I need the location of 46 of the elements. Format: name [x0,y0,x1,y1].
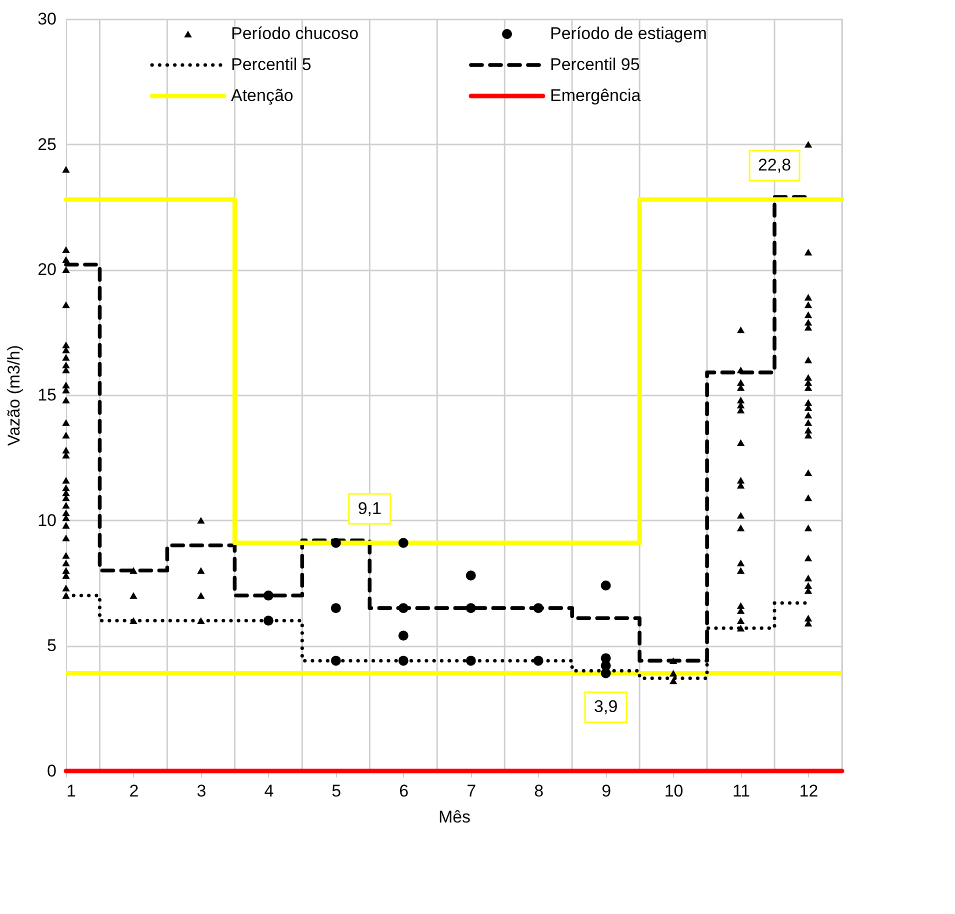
x-tick-label: 2 [129,782,139,800]
y-tick-label: 30 [38,10,56,28]
point [263,616,274,626]
point [466,603,476,614]
point [466,656,476,666]
x-tick-label: 1 [66,782,76,800]
point [398,603,408,614]
x-tick-label: 11 [732,782,750,800]
point [398,630,408,641]
point [330,656,341,666]
y-tick-label: 15 [38,386,56,404]
point [533,656,544,666]
x-tick-label: 7 [466,782,476,800]
annotation: 22,8 [758,155,792,174]
point [600,580,611,590]
legend-label: Atenção [231,86,294,105]
point [466,570,476,580]
y-tick-label: 10 [38,510,56,530]
y-tick-label: 25 [38,134,56,154]
y-tick-label: 5 [47,636,56,656]
y-tick-label: 20 [38,260,56,280]
annotation: 3,9 [594,697,618,716]
legend-label: Percentil 95 [550,55,640,74]
annotation: 9,1 [358,498,382,518]
point [398,656,408,666]
legend-label: Emergência [550,86,642,105]
point [330,603,341,614]
x-tick-label: 10 [664,782,684,800]
point [263,590,274,601]
x-tick-label: 4 [264,782,274,800]
x-tick-label: 5 [332,782,342,800]
y-tick-label: 0 [47,762,56,780]
x-axis-title: Mês [438,808,471,826]
point [600,668,611,678]
point [533,603,544,614]
x-tick-label: 8 [534,782,544,800]
legend-label: Percentil 5 [231,55,312,74]
legend-label: Período chucoso [231,24,359,43]
y-axis-title: Vazão (m3/h) [4,345,24,446]
x-tick-label: 9 [602,782,612,800]
x-tick-label: 6 [399,782,409,800]
point [330,538,341,548]
point [398,538,408,548]
x-tick-label: 12 [799,782,818,800]
x-tick-label: 3 [196,782,206,800]
legend-label: Período de estiagem [550,24,707,43]
